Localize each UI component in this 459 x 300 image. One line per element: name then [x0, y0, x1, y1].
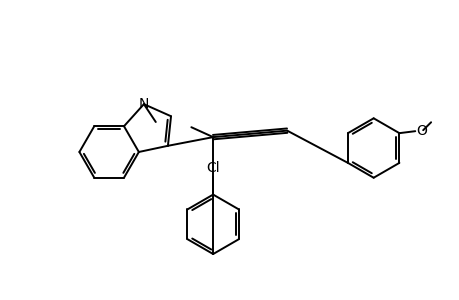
Text: O: O — [415, 124, 426, 138]
Text: Cl: Cl — [206, 161, 219, 175]
Text: N: N — [139, 97, 149, 111]
